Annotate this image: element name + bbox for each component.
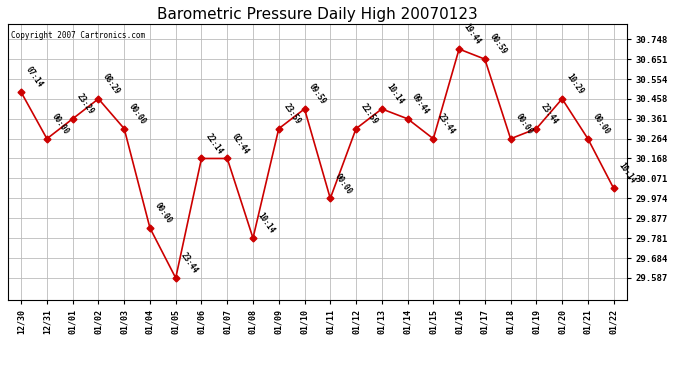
Text: 19:44: 19:44	[462, 22, 482, 46]
Text: 00:59: 00:59	[488, 32, 509, 56]
Text: 10:14: 10:14	[256, 211, 277, 235]
Text: 23:44: 23:44	[179, 251, 199, 275]
Text: 08:29: 08:29	[101, 72, 122, 96]
Text: 23:44: 23:44	[539, 102, 560, 126]
Text: 23:44: 23:44	[436, 112, 457, 136]
Text: 10:14: 10:14	[616, 161, 637, 186]
Text: 09:59: 09:59	[307, 82, 328, 106]
Text: 00:00: 00:00	[513, 112, 534, 136]
Text: 00:00: 00:00	[591, 112, 611, 136]
Text: 07:14: 07:14	[24, 65, 45, 90]
Title: Barometric Pressure Daily High 20070123: Barometric Pressure Daily High 20070123	[157, 7, 477, 22]
Text: 00:00: 00:00	[152, 201, 173, 225]
Text: Copyright 2007 Cartronics.com: Copyright 2007 Cartronics.com	[11, 31, 146, 40]
Text: 00:00: 00:00	[333, 171, 354, 196]
Text: 02:44: 02:44	[230, 132, 250, 156]
Text: 10:14: 10:14	[384, 82, 405, 106]
Text: 22:14: 22:14	[204, 132, 225, 156]
Text: 23:59: 23:59	[282, 102, 302, 126]
Text: 00:00: 00:00	[50, 112, 70, 136]
Text: 00:00: 00:00	[127, 102, 148, 126]
Text: 09:44: 09:44	[411, 92, 431, 116]
Text: 23:29: 23:29	[75, 92, 96, 116]
Text: 10:29: 10:29	[565, 72, 586, 96]
Text: 22:59: 22:59	[359, 102, 380, 126]
